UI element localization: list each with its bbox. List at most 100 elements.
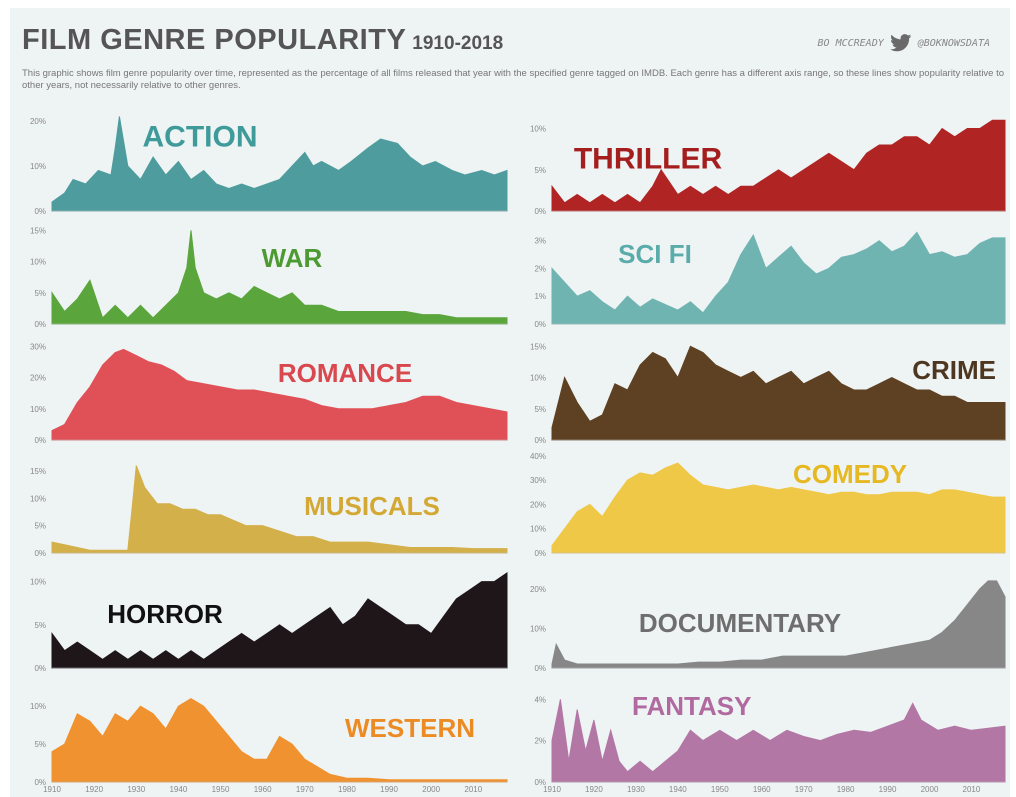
- x-tick-label: 1980: [837, 785, 855, 794]
- thriller-panel: 0% 5% 10% THRILLER: [530, 119, 1006, 216]
- fantasy-ytick-label: 2%: [534, 737, 546, 746]
- x-tick-label: 1990: [879, 785, 897, 794]
- crime-label: CRIME: [912, 355, 996, 385]
- x-tick-label: 1940: [169, 785, 187, 794]
- musicals-area: [51, 465, 508, 554]
- horror-ytick-label: 10%: [30, 578, 46, 587]
- crime-panel: 0% 5% 10% 15% CRIME: [530, 342, 1006, 445]
- musicals-ytick-label: 10%: [30, 494, 46, 503]
- war-label: WAR: [262, 243, 323, 273]
- sci-fi-panel: 0% 1% 2% 3% SCI FI: [534, 231, 1006, 329]
- x-tick-label: 2000: [921, 785, 939, 794]
- war-area: [51, 230, 508, 325]
- twitter-bird-icon: [889, 34, 912, 52]
- title-text: FILM GENRE POPULARITY: [22, 24, 407, 56]
- romance-panel: 0% 10% 20% 30% ROMANCE: [30, 342, 508, 445]
- romance-ytick-label: 0%: [34, 436, 46, 445]
- romance-ytick-label: 30%: [30, 342, 46, 351]
- author-name: BO MCCREADY: [817, 37, 884, 49]
- documentary-ytick-label: 10%: [530, 624, 546, 633]
- x-tick-label: 2010: [963, 785, 981, 794]
- charts-area: 0% 10% 20% ACTION 0% 5% 10% THRILLER 0% 5% 10% 15% W…: [10, 8, 1010, 797]
- fantasy-label: FANTASY: [632, 691, 751, 721]
- title-years: 1910-2018: [412, 33, 504, 54]
- war-ytick-label: 15%: [30, 226, 46, 235]
- comedy-ytick-label: 0%: [534, 549, 546, 558]
- sci-fi-label: SCI FI: [618, 239, 692, 269]
- horror-ytick-label: 0%: [34, 664, 46, 673]
- musicals-ytick-label: 15%: [30, 467, 46, 476]
- romance-label: ROMANCE: [278, 358, 412, 388]
- x-tick-label: 1950: [212, 785, 230, 794]
- fantasy-ytick-label: 4%: [534, 695, 546, 704]
- sci-fi-ytick-label: 3%: [534, 237, 546, 246]
- sci-fi-ytick-label: 0%: [534, 320, 546, 329]
- thriller-ytick-label: 5%: [534, 166, 546, 175]
- fantasy-panel: 0% 2% 4% FANTASY: [534, 691, 1006, 787]
- documentary-label: DOCUMENTARY: [639, 608, 841, 638]
- thriller-ytick-label: 0%: [534, 207, 546, 216]
- crime-ytick-label: 5%: [534, 405, 546, 414]
- western-panel: 0% 5% 10% WESTERN: [30, 698, 508, 787]
- western-ytick-label: 0%: [34, 778, 46, 787]
- genre-charts-svg: 0% 10% 20% ACTION 0% 5% 10% THRILLER 0% 5% 10% 15% W…: [30, 116, 1006, 794]
- crime-ytick-label: 0%: [534, 436, 546, 445]
- war-ytick-label: 10%: [30, 258, 46, 267]
- sci-fi-area: [551, 231, 1006, 325]
- comedy-panel: 0% 10% 20% 30% 40% COMEDY: [530, 452, 1006, 558]
- comedy-ytick-label: 40%: [530, 452, 546, 461]
- horror-area: [51, 572, 508, 669]
- documentary-area: [551, 580, 1006, 669]
- comedy-ytick-label: 20%: [530, 500, 546, 509]
- description: This graphic shows film genre popularity…: [22, 68, 1005, 91]
- action-area: [51, 116, 508, 212]
- x-tick-label: 1910: [43, 785, 61, 794]
- horror-ytick-label: 5%: [34, 621, 46, 630]
- musicals-panel: 0% 5% 10% 15% MUSICALS: [30, 465, 508, 558]
- author-handle: @BOKNOWSDATA: [917, 37, 990, 49]
- sci-fi-ytick-label: 2%: [534, 264, 546, 273]
- x-tick-label: 2010: [464, 785, 482, 794]
- war-ytick-label: 5%: [34, 289, 46, 298]
- comedy-label: COMEDY: [793, 459, 907, 489]
- x-tick-label: 1970: [296, 785, 314, 794]
- sci-fi-ytick-label: 1%: [534, 292, 546, 301]
- war-panel: 0% 5% 10% 15% WAR: [30, 226, 508, 329]
- western-ytick-label: 10%: [30, 702, 46, 711]
- x-tick-label: 1980: [338, 785, 356, 794]
- western-label: WESTERN: [345, 713, 475, 743]
- comedy-area: [551, 462, 1006, 554]
- crime-ytick-label: 10%: [530, 374, 546, 383]
- romance-ytick-label: 20%: [30, 374, 46, 383]
- western-area: [51, 698, 508, 783]
- comedy-ytick-label: 10%: [530, 525, 546, 534]
- horror-label: HORROR: [107, 599, 223, 629]
- x-tick-label: 1970: [795, 785, 813, 794]
- x-tick-label: 1910: [543, 785, 561, 794]
- romance-area: [51, 348, 508, 441]
- x-tick-label: 1920: [585, 785, 603, 794]
- x-tick-label: 1990: [380, 785, 398, 794]
- documentary-ytick-label: 20%: [530, 585, 546, 594]
- documentary-ytick-label: 0%: [534, 664, 546, 673]
- comedy-ytick-label: 30%: [530, 476, 546, 485]
- action-ytick-label: 20%: [30, 117, 46, 126]
- infographic: FILM GENRE POPULARITY 1910-2018 BO MCCREA…: [10, 8, 1010, 797]
- fantasy-area: [551, 699, 1006, 783]
- thriller-ytick-label: 10%: [530, 125, 546, 134]
- crime-ytick-label: 15%: [530, 342, 546, 351]
- action-panel: 0% 10% 20% ACTION: [30, 116, 508, 216]
- action-ytick-label: 10%: [30, 162, 46, 171]
- fantasy-ytick-label: 0%: [534, 778, 546, 787]
- x-tick-label: 1920: [85, 785, 103, 794]
- author-credit: BO MCCREADY @BOKNOWSDATA: [818, 34, 990, 52]
- x-tick-label: 1940: [669, 785, 687, 794]
- x-tick-label: 2000: [422, 785, 440, 794]
- action-ytick-label: 0%: [34, 207, 46, 216]
- documentary-panel: 0% 10% 20% DOCUMENTARY: [530, 580, 1006, 673]
- thriller-area: [551, 119, 1006, 212]
- action-label: ACTION: [143, 121, 258, 154]
- war-ytick-label: 0%: [34, 320, 46, 329]
- musicals-label: MUSICALS: [304, 491, 440, 521]
- horror-panel: 0% 5% 10% HORROR: [30, 572, 508, 673]
